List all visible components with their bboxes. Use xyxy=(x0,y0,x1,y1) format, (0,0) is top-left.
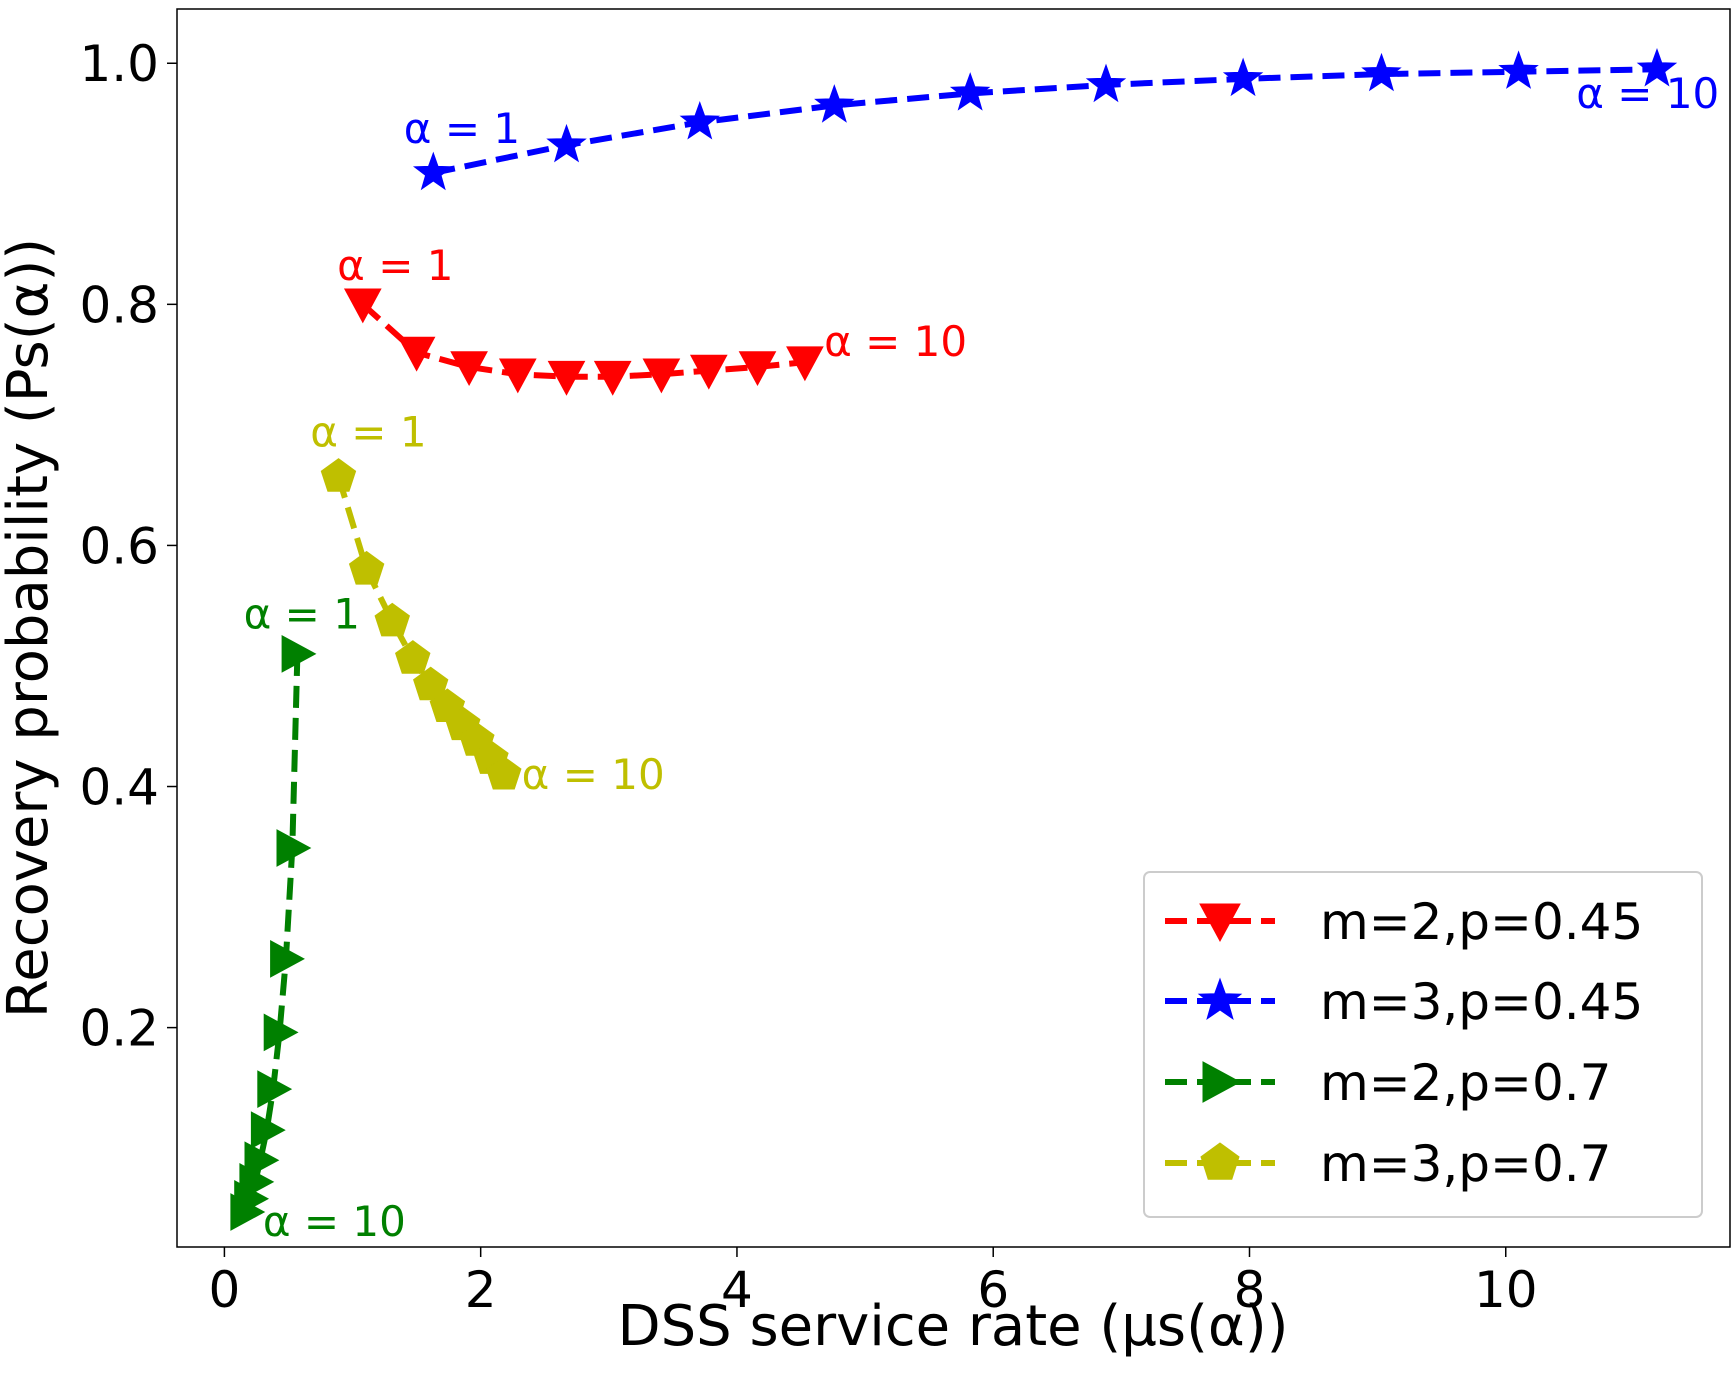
data-point: m=2,p=0.7: (0.28, 0.09) xyxy=(244,1141,280,1180)
data-point: m=3,p=0.7: (1.31, 0.537) xyxy=(374,602,410,637)
x-tick-label: 0 xyxy=(209,1261,241,1319)
data-point: m=2,p=0.45: (3.78, 0.745) xyxy=(689,354,728,390)
data-point: m=2,p=0.7: (0.17, 0.047) xyxy=(230,1193,266,1231)
y-tick-label: 0.8 xyxy=(79,276,159,334)
alpha-annotation: α = 10 xyxy=(1576,69,1719,118)
data-point: m=2,p=0.7: (0.57, 0.51) xyxy=(281,635,317,673)
series-m-3-p-0-7: m=3,p=0.7: (0.89, 0.657) m=3,p=0.7: (1.11… xyxy=(320,458,522,790)
data-point: m=2,p=0.45: (3.41, 0.742) xyxy=(642,358,681,394)
data-point: m=3,p=0.45: (9.03, 0.991) xyxy=(1361,52,1402,92)
legend-marker xyxy=(1197,977,1243,1020)
series-line-m-2-p-0-45 xyxy=(360,302,806,380)
legend-label: m=3,p=0.7 xyxy=(1320,1135,1611,1193)
x-axis-title: DSS service rate (μs(α)) xyxy=(617,1294,1288,1359)
data-point: m=2,p=0.45: (4.53, 0.752) xyxy=(786,346,824,382)
series-layer: m=2,p=0.45: (1.08, 0.8) m=2,p=0.45: (1.5,… xyxy=(230,48,1678,1231)
legend-marker xyxy=(1199,903,1241,943)
legend-entry-m-3-p-0-45: m=3,p=0.45 xyxy=(1165,973,1643,1031)
data-point: m=3,p=0.45: (1.63, 0.909) xyxy=(412,151,454,191)
x-tick-label: 8 xyxy=(1234,1261,1266,1319)
series-m-2-p-0-45: m=2,p=0.45: (1.08, 0.8) m=2,p=0.45: (1.5,… xyxy=(343,288,824,396)
y-tick-label: 0.2 xyxy=(79,1000,159,1058)
legend-label: m=2,p=0.7 xyxy=(1320,1054,1611,1112)
x-tick-label: 2 xyxy=(465,1261,497,1319)
data-point: m=2,p=0.7: (0.43, 0.196) xyxy=(263,1013,299,1052)
data-point: m=3,p=0.7: (1.11, 0.58) xyxy=(348,550,385,585)
alpha-annotation: α = 1 xyxy=(310,408,426,457)
data-point: m=3,p=0.7: (1.47, 0.506) xyxy=(395,640,431,674)
data-point: m=3,p=0.45: (2.67, 0.932) xyxy=(546,123,587,163)
data-point: m=3,p=0.45: (4.76, 0.965) xyxy=(814,84,855,123)
data-point: m=3,p=0.7: (2.18, 0.41) xyxy=(486,755,522,790)
annotation-layer: α = 1 α = 10 α = 1 α = 10 α = 1 α = 10 α = 1 α … xyxy=(244,69,1720,1246)
data-point: m=2,p=0.7: (0.48, 0.257) xyxy=(270,940,305,978)
alpha-annotation: α = 10 xyxy=(522,750,665,799)
x-tick-label: 4 xyxy=(721,1261,753,1319)
legend-frame xyxy=(1143,871,1703,1218)
legend-label: m=2,p=0.45 xyxy=(1320,893,1643,951)
data-point: m=2,p=0.7: (0.53, 0.349) xyxy=(276,829,312,867)
legend-label: m=3,p=0.45 xyxy=(1320,973,1643,1031)
data-point: m=3,p=0.45: (5.82, 0.975) xyxy=(949,72,991,111)
y-axis: 0.2 0.4 0.6 0.8 1.0 xyxy=(79,35,177,1058)
legend-entry-m-3-p-0-7: m=3,p=0.7 xyxy=(1165,1135,1611,1193)
alpha-annotation: α = 10 xyxy=(824,317,967,366)
series-m-3-p-0-45: m=3,p=0.45: (1.63, 0.909) m=3,p=0.45: (2.… xyxy=(412,48,1678,191)
series-line-m-3-p-0-45 xyxy=(432,66,1658,176)
data-point: m=3,p=0.7: (1.61, 0.484) xyxy=(413,666,449,701)
alpha-annotation: α = 1 xyxy=(337,241,453,290)
legend-marker xyxy=(1202,1061,1242,1103)
data-point: m=2,p=0.45: (1.08, 0.8) xyxy=(343,288,382,324)
data-point: m=3,p=0.45: (11.18, 0.995) xyxy=(1636,48,1678,87)
data-point: m=2,p=0.45: (4.16, 0.748) xyxy=(738,351,777,387)
data-point: m=2,p=0.45: (2.29, 0.742) xyxy=(498,358,537,394)
legend: m=2,p=0.45 m=3,p=0.45 m=2,p=0.7 m=3,p=0.7 xyxy=(1143,871,1703,1218)
x-tick-label: 10 xyxy=(1474,1261,1538,1319)
legend-entry-m-2-p-0-7: m=2,p=0.7 xyxy=(1165,1054,1611,1112)
y-axis-title: Recovery probability (Ps(α)) xyxy=(0,238,61,1018)
data-point: m=2,p=0.45: (1.5, 0.76) xyxy=(397,336,436,372)
data-point: m=2,p=0.45: (1.91, 0.748) xyxy=(450,351,488,387)
data-point: m=2,p=0.7: (0.38, 0.149) xyxy=(257,1070,293,1108)
data-point: m=2,p=0.45: (3.03, 0.74) xyxy=(593,360,632,396)
data-point: m=3,p=0.45: (6.88, 0.982) xyxy=(1085,63,1127,103)
series-m-2-p-0-7: m=2,p=0.7: (0.57, 0.51) m=2,p=0.7: (0.53,… xyxy=(230,635,317,1231)
alpha-annotation: α = 1 xyxy=(404,104,520,153)
y-tick-label: 1.0 xyxy=(79,35,159,93)
series-line-m-2-p-0-7 xyxy=(243,653,301,1213)
data-point: m=3,p=0.45: (7.95, 0.987) xyxy=(1222,57,1264,97)
data-point: m=3,p=0.7: (0.89, 0.657) xyxy=(320,458,357,492)
alpha-annotation: α = 10 xyxy=(263,1197,406,1246)
data-point: m=3,p=0.45: (3.71, 0.951) xyxy=(679,101,721,140)
data-point: m=2,p=0.45: (2.67, 0.74) xyxy=(547,360,586,396)
data-point: m=2,p=0.7: (0.33, 0.115) xyxy=(250,1111,286,1149)
legend-entry-m-2-p-0-45: m=2,p=0.45 xyxy=(1165,893,1643,951)
x-axis: 0 2 4 6 8 10 xyxy=(209,1247,1538,1319)
data-point: m=3,p=0.45: (10.1, 0.993) xyxy=(1498,50,1539,89)
x-tick-label: 6 xyxy=(977,1261,1009,1319)
legend-marker xyxy=(1200,1142,1240,1180)
alpha-annotation: α = 1 xyxy=(244,590,360,639)
y-tick-label: 0.4 xyxy=(79,759,159,817)
y-tick-label: 0.6 xyxy=(79,517,159,575)
